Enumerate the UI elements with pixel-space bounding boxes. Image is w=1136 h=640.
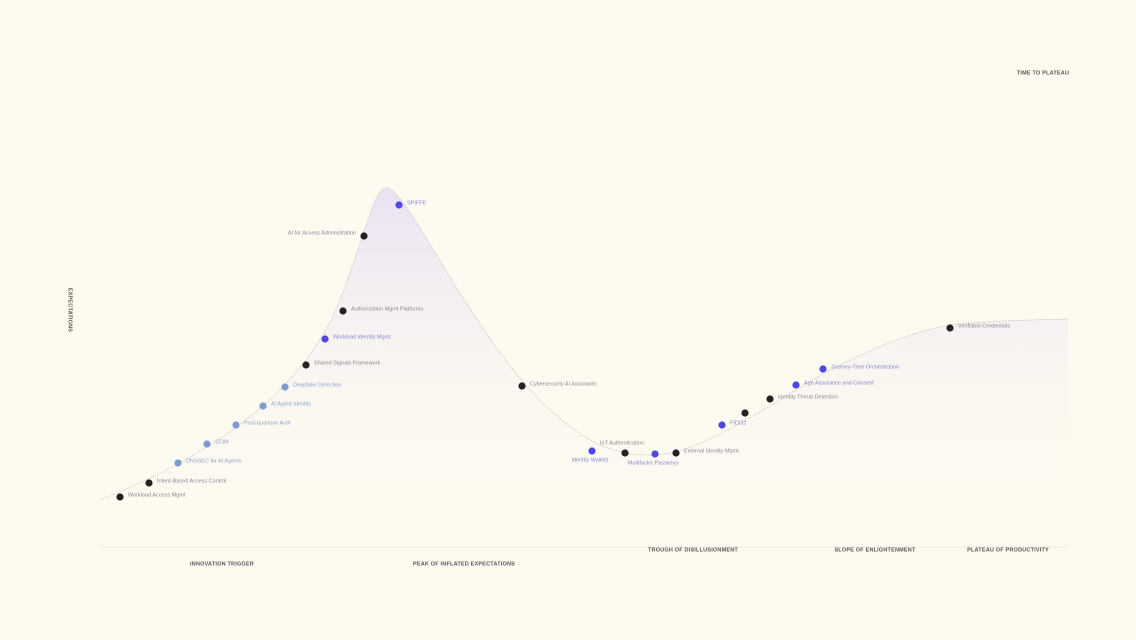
node-label: Age Assurance and Consent [804,380,874,386]
node-label: Identity Threat Detection [778,394,838,400]
node-dot [259,402,267,410]
node-label: Deepfake Detection [293,382,341,388]
curve [99,187,1069,501]
node-dot [651,450,659,458]
node-label: Shared Signals Framework [314,360,381,366]
phase-label: PEAK OF INFLATED EXPECTATIONS [413,561,515,567]
node-label: DNSSEC for AI Agents [186,458,242,464]
phase-label: PLATEAU OF PRODUCTIVITY [967,547,1049,553]
node-label: Multifactor Passkeys [628,460,679,466]
node-dot [718,421,726,429]
node-dot [321,335,329,343]
node-dot [203,440,211,448]
y-axis-label: EXPECTATIONS [67,288,73,332]
phase-label: TROUGH OF DISILLUSIONMENT [648,547,738,553]
node-label: IoT Authentication [600,440,644,446]
node-dot [766,395,774,403]
node-label: External Identity Mgmt [684,448,739,454]
node-label: AI for Access Administration [288,230,356,236]
node-label: Authorization Mgmt Platforms [351,306,423,312]
node-dot [360,232,368,240]
node-dot [621,449,629,457]
node-label: Workload Access Mgmt [128,492,186,498]
curve-area [100,187,1068,525]
node-dot [741,409,749,417]
time-to-plateau: TIME TO PLATEAU [1017,70,1069,76]
node-dot [946,324,954,332]
node-dot [116,493,124,501]
node-dot [588,447,596,455]
node-dot [792,381,800,389]
node-label: Identity Wallets [571,457,608,463]
node-dot [518,382,526,390]
phases: INNOVATION TRIGGER PEAK OF INFLATED EXPEC… [190,547,1049,567]
node-dot [281,383,289,391]
node-dot [302,361,310,369]
node-dot [672,449,680,457]
phase-label: SLOPE OF ENLIGHTENMENT [834,547,916,553]
node-label: AI Agent Identity [271,401,311,407]
node-dot [174,459,182,467]
node-label: Intent-Based Access Control [157,478,226,484]
node-dot [145,479,153,487]
nodes: Workload Access Mgmt Intent-Based Access … [116,200,1010,501]
node-label: SPIFFE [407,200,427,206]
node-label: Cybersecurity AI Assistants [530,381,597,387]
node-label: Workload Identity Mgmt [333,334,391,340]
node-dot [339,307,347,315]
node-label: Journey-Time Orchestration [831,364,899,370]
node-label: FIDO2 [730,420,746,426]
phase-label: INNOVATION TRIGGER [190,561,254,567]
node-label: Post-quantum Auth [244,420,291,426]
node-dot [819,365,827,373]
node-dot [232,421,240,429]
node-dot [395,201,403,209]
node-label: SCIM [215,439,229,445]
node-label: Verifiable Credentials [958,323,1010,329]
